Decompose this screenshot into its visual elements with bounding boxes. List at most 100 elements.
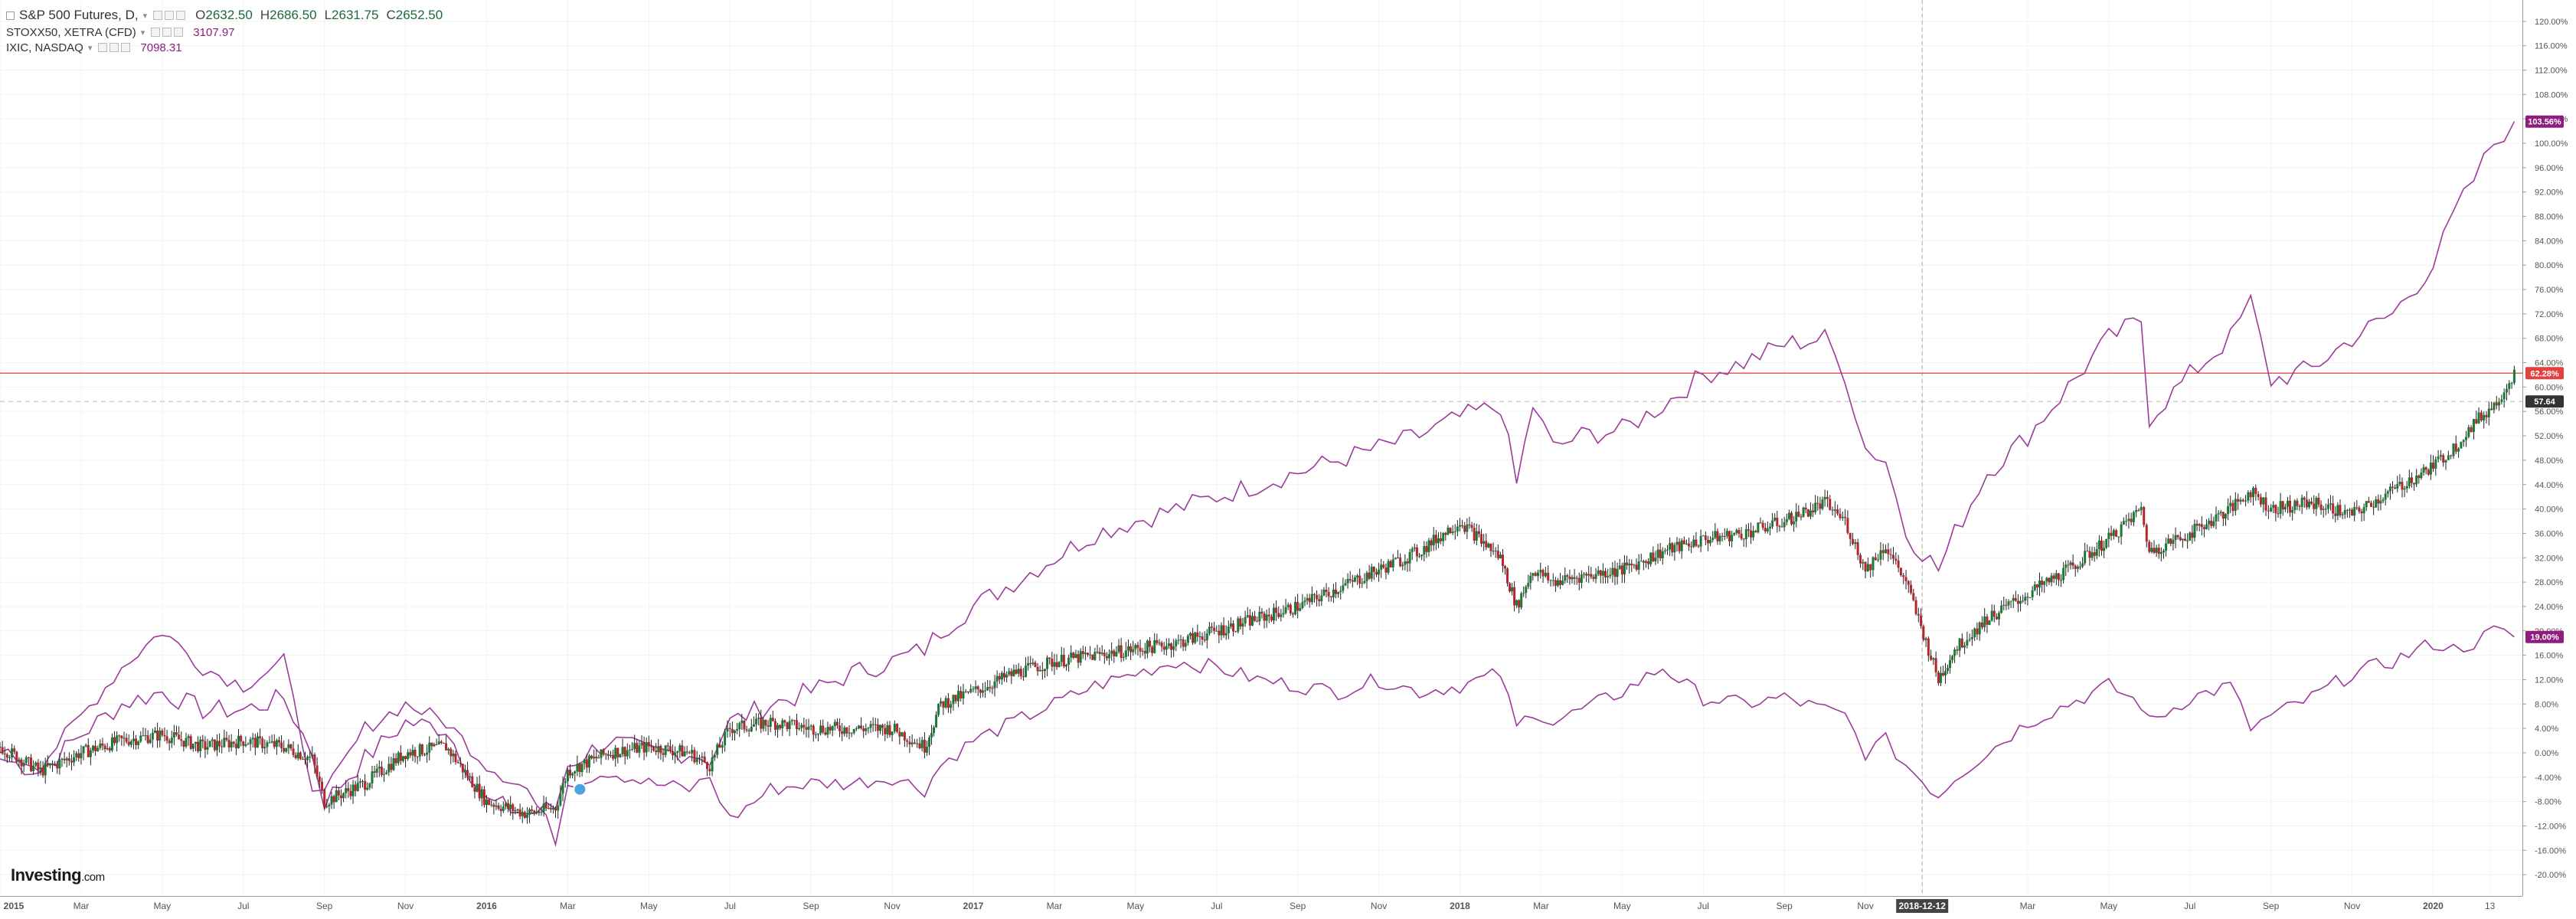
candle — [2231, 499, 2234, 517]
candle-body — [609, 754, 612, 756]
candle-body — [1224, 633, 1228, 636]
candle-body — [1430, 540, 1433, 546]
legend-compare-nasdaq[interactable]: IXIC, NASDAQ ▾ 7098.31 — [6, 40, 443, 55]
candle — [2227, 498, 2230, 520]
candle — [1812, 503, 1815, 518]
chevron-down-icon[interactable]: ▾ — [140, 28, 145, 38]
candle-body — [1990, 610, 1993, 621]
candle — [1038, 666, 1041, 672]
candle — [1062, 648, 1065, 669]
candle — [2212, 516, 2215, 528]
candle — [442, 742, 445, 744]
candle-body — [120, 735, 123, 738]
candle — [1399, 553, 1402, 567]
candle — [1151, 645, 1154, 656]
settings-icon[interactable] — [165, 11, 175, 20]
candle-body — [330, 796, 333, 805]
candle-body — [1485, 541, 1488, 548]
candle — [2500, 394, 2503, 405]
candle-body — [979, 689, 982, 693]
candle-body — [743, 721, 746, 730]
candle-body — [1115, 652, 1118, 656]
candle — [923, 732, 926, 759]
settings-icon[interactable] — [162, 28, 172, 37]
candle — [2375, 495, 2378, 509]
eye-icon[interactable] — [153, 11, 163, 20]
candle-body — [518, 809, 521, 816]
candle-body — [263, 747, 266, 749]
candle — [927, 735, 930, 756]
candle-body — [407, 752, 410, 760]
candle-body — [1380, 564, 1383, 570]
eye-icon[interactable] — [151, 28, 161, 37]
settings-icon[interactable] — [110, 43, 119, 52]
candle-body — [2377, 499, 2380, 504]
candle-body — [1186, 636, 1189, 643]
candle — [896, 723, 899, 734]
candle — [197, 736, 200, 754]
candle — [476, 777, 479, 793]
candle — [1716, 528, 1719, 545]
compare-stoxx-name[interactable]: STOXX50, XETRA (CFD) — [6, 25, 136, 39]
eye-icon[interactable] — [98, 43, 108, 52]
candle — [814, 731, 817, 739]
close-icon[interactable] — [176, 11, 186, 20]
compare-nasdaq-name[interactable]: IXIC, NASDAQ — [6, 41, 83, 54]
chevron-down-icon[interactable]: ▾ — [142, 11, 148, 21]
candle — [1930, 649, 1933, 661]
x-tick-label: Mar — [74, 901, 90, 911]
candle — [2429, 454, 2432, 480]
chevron-down-icon[interactable]: ▾ — [87, 43, 93, 53]
candle — [1897, 554, 1900, 573]
candle — [80, 744, 83, 765]
candle-body — [1401, 564, 1404, 567]
candle — [1356, 574, 1359, 585]
candle-body — [349, 790, 352, 796]
candle — [1160, 640, 1163, 652]
candle-body — [1697, 545, 1700, 547]
candle — [525, 806, 528, 824]
legend-main-series[interactable]: S&P 500 Futures, D, ▾ O 2632.50 H 2686.50 … — [6, 6, 443, 25]
candle — [1291, 612, 1294, 618]
main-symbol-name[interactable]: S&P 500 Futures, D, — [19, 8, 139, 22]
candle-body — [1518, 600, 1521, 608]
collapse-legend-button[interactable] — [6, 11, 15, 20]
candle — [1218, 624, 1221, 644]
candle-body — [234, 744, 237, 748]
candle — [1554, 577, 1557, 592]
candle — [5, 752, 8, 764]
candle — [604, 752, 607, 760]
candle-body — [1275, 607, 1278, 613]
candle-body — [2472, 419, 2475, 433]
close-icon[interactable] — [121, 43, 131, 52]
candle — [1220, 622, 1223, 640]
candle — [554, 806, 557, 819]
candle — [2450, 454, 2453, 460]
candle — [989, 680, 992, 693]
candle — [289, 744, 293, 751]
close-icon[interactable] — [174, 28, 184, 37]
candle — [1783, 516, 1786, 531]
candle — [1196, 624, 1199, 642]
candle — [2396, 476, 2399, 492]
candle — [1301, 594, 1304, 610]
candle-body — [2254, 487, 2257, 495]
candle-body — [1943, 671, 1947, 675]
candle — [185, 732, 188, 749]
legend-compare-stoxx[interactable]: STOXX50, XETRA (CFD) ▾ 3107.97 — [6, 25, 443, 40]
candle-body — [1599, 570, 1602, 576]
candle — [2100, 536, 2103, 556]
candle-body — [123, 737, 126, 739]
candle-body — [891, 731, 894, 735]
candle-body — [240, 735, 243, 742]
candle-body — [1768, 526, 1771, 529]
candle-body — [221, 746, 224, 747]
candle-body — [404, 756, 407, 760]
candle — [884, 724, 887, 741]
candle — [1823, 489, 1826, 507]
candle-body — [2127, 518, 2130, 522]
candle-body — [713, 754, 716, 758]
event-marker-icon[interactable] — [573, 782, 587, 796]
